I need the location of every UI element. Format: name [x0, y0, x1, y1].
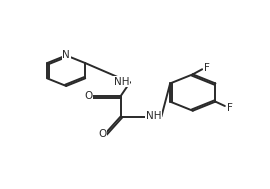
Text: O: O — [84, 91, 92, 101]
Text: NH: NH — [114, 77, 129, 87]
Text: F: F — [204, 63, 210, 73]
Text: N: N — [62, 50, 70, 60]
Text: NH: NH — [146, 111, 161, 121]
Text: F: F — [227, 103, 232, 113]
Text: O: O — [99, 129, 107, 139]
